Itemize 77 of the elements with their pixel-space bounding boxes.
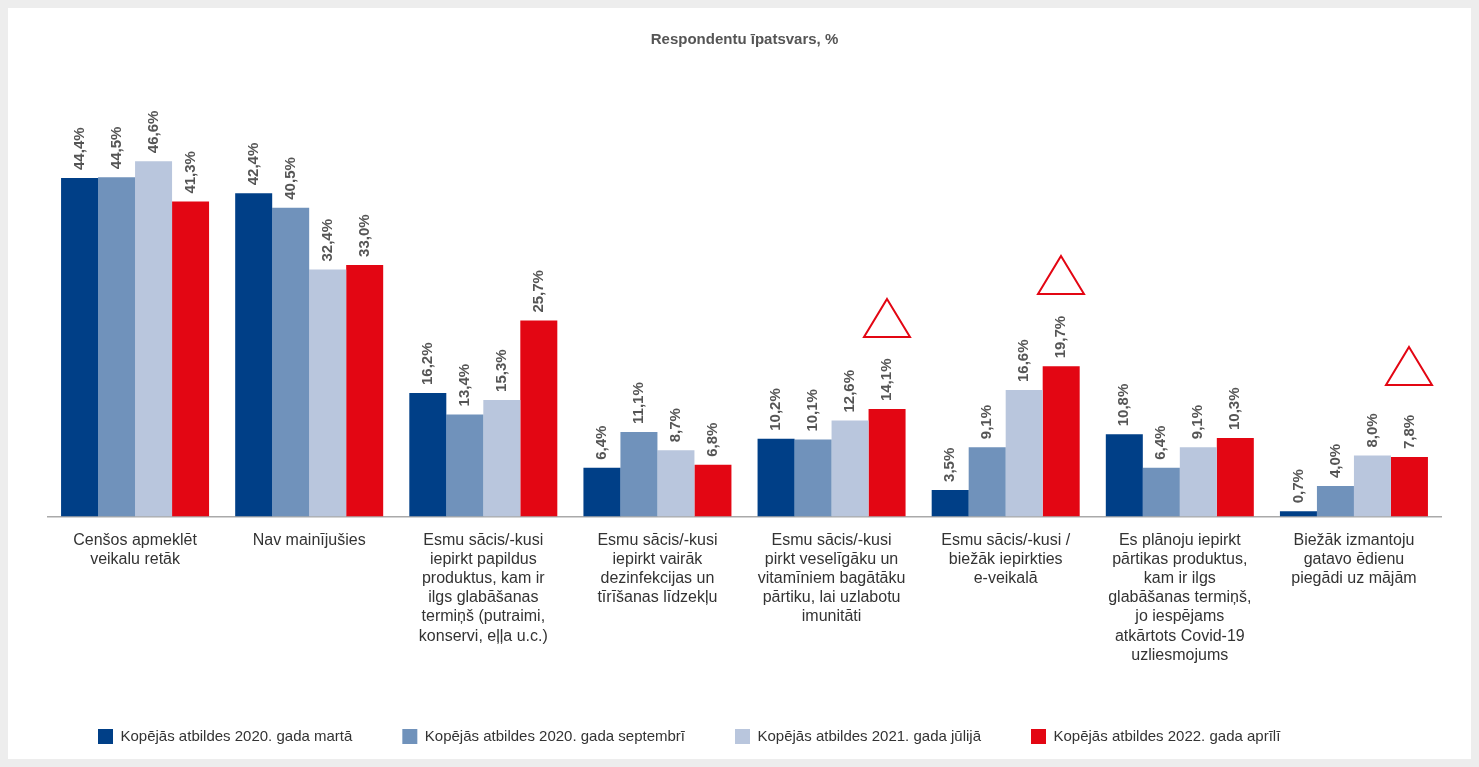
bar [1316, 486, 1354, 517]
bar [620, 431, 658, 517]
bar [520, 320, 558, 517]
data-label: 16,6% [1014, 339, 1032, 382]
legend-label: Kopējās atbildes 2021. gada jūlijā [757, 726, 982, 744]
data-label: 0,7% [1288, 469, 1306, 504]
bar [1390, 457, 1428, 517]
bar [868, 409, 906, 517]
bar [831, 420, 869, 517]
bar [1142, 467, 1180, 517]
data-label: 11,1% [629, 382, 647, 424]
bar [135, 161, 173, 517]
data-label: 10,2% [766, 388, 784, 431]
bar [98, 177, 136, 517]
x-tick-label: Esmu sācis/-kusi / biežāk iepirkties e-veikalā [941, 530, 1071, 587]
data-label: 3,5% [940, 447, 958, 482]
bar [309, 269, 347, 517]
bar [1005, 390, 1043, 517]
legend-label: Kopējās atbildes 2020. gada martā [120, 726, 353, 744]
data-label: 15,3% [491, 349, 509, 392]
bar [235, 193, 273, 517]
bar [1353, 455, 1391, 517]
data-label: 10,1% [803, 389, 821, 432]
x-tick-label: Nav mainījušies [252, 530, 366, 548]
data-label: 19,7% [1051, 315, 1069, 359]
data-label: 46,6% [143, 110, 161, 154]
data-label: 13,4% [454, 363, 472, 407]
data-label: 44,5% [106, 126, 124, 170]
data-label: 6,4% [1151, 425, 1169, 460]
bar [1279, 511, 1317, 517]
data-label: 40,5% [280, 157, 298, 200]
data-label: 4,0% [1325, 443, 1343, 479]
bar [446, 414, 484, 517]
data-label: 41,3% [180, 151, 198, 194]
data-label: 9,1% [1188, 404, 1206, 440]
x-tick-label: Esmu sācis/-kusi pirkt veselīgāku un vitamīniem bagātāku pārtiku, lai uzlabotu imunitāti [757, 530, 906, 625]
data-label: 44,4% [69, 127, 87, 170]
data-label: 10,8% [1114, 383, 1132, 427]
data-label: 8,7% [666, 408, 684, 443]
data-label: 9,1% [977, 404, 995, 440]
bar [409, 393, 447, 517]
data-label: 6,4% [592, 425, 610, 460]
bar [346, 264, 384, 517]
bar [583, 467, 621, 517]
data-label: 8,0% [1362, 413, 1380, 448]
data-label: 33,0% [354, 214, 372, 257]
data-label: 7,8% [1399, 414, 1417, 450]
data-label: 10,3% [1225, 387, 1243, 431]
bar [757, 438, 795, 517]
bar [794, 439, 832, 517]
legend-label: Kopējās atbildes 2022. gada aprīlī [1053, 726, 1282, 744]
x-tick-label: Es plānoju iepirkt pārtikas produktus, kam ir ilgs glabāšanas termiņš, jo iespējams atkārtots Covid-19 uzliesmojums [1108, 530, 1252, 663]
data-label: 25,7% [528, 270, 546, 313]
bar [1216, 438, 1254, 517]
data-label: 14,1% [877, 358, 895, 402]
data-label: 16,2% [417, 342, 435, 386]
data-label: 12,6% [840, 369, 858, 413]
data-label: 6,8% [703, 422, 721, 457]
data-label: 32,4% [317, 218, 335, 262]
chart-title: Respondentu īpatsvars, % [650, 30, 839, 48]
bar [272, 207, 310, 517]
bar [1179, 447, 1217, 517]
bar [694, 464, 732, 517]
bar [968, 447, 1006, 517]
bar [1042, 366, 1080, 517]
bar [931, 489, 969, 517]
x-tick-label: Biežāk izmantoju gatavo ēdienu piegādi uz mājām [1291, 530, 1417, 587]
bar [61, 177, 99, 517]
data-label: 42,4% [243, 142, 261, 186]
bar [657, 450, 695, 517]
x-tick-label: Cenšos apmeklēt veikalu retāk [73, 530, 198, 567]
bar [483, 399, 521, 517]
legend-label: Kopējās atbildes 2020. gada septembrī [424, 726, 686, 744]
bar [172, 201, 210, 517]
x-tick-label: Esmu sācis/-kusi iepirkt papildus produktus, kam ir ilgs glabāšanas termiņš (putraimi, konservi, eļļa u.c.) [418, 530, 548, 644]
x-tick-label: Esmu sācis/-kusi iepirkt vairāk dezinfekcijas un tīrīšanas līdzekļu [597, 530, 718, 606]
bar [1105, 434, 1143, 517]
